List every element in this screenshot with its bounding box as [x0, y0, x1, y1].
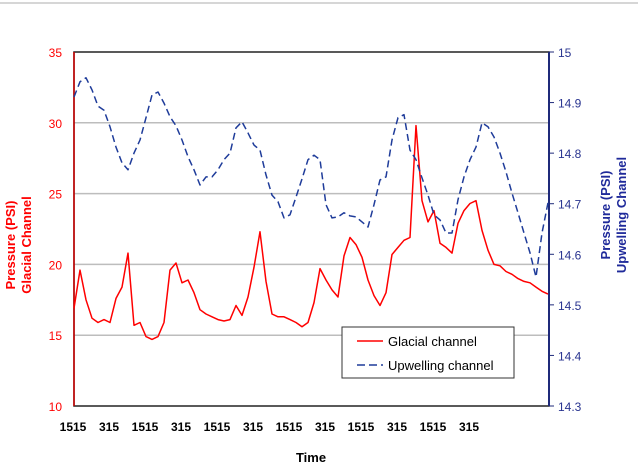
x-tick-label: 315	[171, 420, 191, 434]
legend-box	[341, 326, 515, 379]
right-tick-label: 15	[558, 46, 572, 60]
left-axis-title-line1: Pressure (PSI)	[3, 201, 18, 290]
left-axis-title-line2: Glacial Channel	[19, 196, 34, 294]
x-axis-ticks: 1515 315 1515 315 1515 315 1515 315 1515 315 1515 3…	[60, 420, 480, 434]
x-tick-label: 1515	[348, 420, 375, 434]
right-tick-label: 14.4	[558, 349, 582, 363]
right-tick-label: 14.7	[558, 198, 582, 212]
x-tick-label: 1515	[60, 420, 87, 434]
right-tick-label: 14.8	[558, 147, 582, 161]
right-tick-label: 14.5	[558, 299, 582, 313]
right-axis-title-line1: Pressure (PSI)	[598, 171, 613, 260]
x-tick-label: 315	[387, 420, 407, 434]
legend-label-glacial: Glacial channel	[388, 334, 477, 349]
right-axis-title-line2: Upwelling Channel	[614, 157, 629, 273]
series-line-upwelling	[73, 77, 549, 278]
x-tick-label: 315	[459, 420, 479, 434]
right-tick-label: 14.3	[558, 400, 582, 414]
series-line-glacial	[73, 124, 549, 341]
x-tick-label: 315	[99, 420, 119, 434]
left-tick-label: 10	[49, 400, 63, 414]
gridlines	[74, 122, 549, 336]
right-tick-label: 14.6	[558, 248, 582, 262]
x-tick-label: 1515	[420, 420, 447, 434]
x-tick-label: 1515	[276, 420, 303, 434]
left-tick-label: 15	[49, 329, 63, 343]
right-axis-ticks: 14.3 14.4 14.5 14.6 14.7 14.8 14.9 15	[549, 46, 582, 414]
left-tick-label: 30	[49, 117, 63, 131]
legend: Glacial channel Upwelling channel	[341, 326, 515, 379]
left-axis-ticks: 10 15 20 25 30 35	[49, 46, 63, 414]
left-tick-label: 20	[49, 258, 63, 272]
left-axis-title: Pressure (PSI) Glacial Channel	[3, 196, 34, 294]
legend-label-upwelling: Upwelling channel	[388, 358, 494, 373]
x-tick-label: 315	[315, 420, 335, 434]
x-tick-label: 1515	[132, 420, 159, 434]
right-tick-label: 14.9	[558, 97, 582, 111]
x-axis-title: Time	[296, 450, 326, 465]
series-lines	[73, 77, 549, 341]
x-tick-label: 315	[243, 420, 263, 434]
left-tick-label: 35	[49, 46, 63, 60]
left-tick-label: 25	[49, 188, 63, 202]
x-tick-label: 1515	[204, 420, 231, 434]
right-axis-title: Pressure (PSI) Upwelling Channel	[598, 157, 629, 273]
